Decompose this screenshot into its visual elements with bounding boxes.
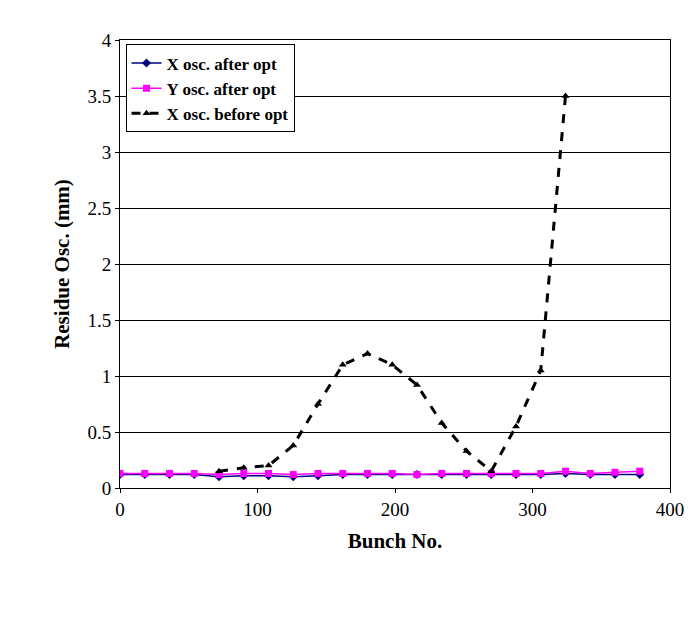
svg-text:Y osc. after opt: Y osc. after opt bbox=[167, 80, 277, 99]
svg-text:1.5: 1.5 bbox=[87, 310, 111, 331]
svg-text:Bunch No.: Bunch No. bbox=[348, 529, 443, 553]
svg-text:2.5: 2.5 bbox=[87, 198, 111, 219]
svg-text:1: 1 bbox=[102, 366, 112, 387]
svg-text:0: 0 bbox=[115, 499, 125, 520]
svg-text:0.5: 0.5 bbox=[87, 422, 111, 443]
svg-text:3: 3 bbox=[102, 142, 112, 163]
svg-text:Residue Osc. (mm): Residue Osc. (mm) bbox=[50, 179, 74, 349]
svg-text:200: 200 bbox=[381, 499, 410, 520]
svg-text:4: 4 bbox=[102, 30, 112, 51]
svg-text:3.5: 3.5 bbox=[87, 86, 111, 107]
svg-text:300: 300 bbox=[518, 499, 547, 520]
svg-text:0: 0 bbox=[102, 478, 112, 499]
svg-text:2: 2 bbox=[102, 254, 112, 275]
svg-text:X osc. after opt: X osc. after opt bbox=[167, 55, 277, 74]
svg-text:100: 100 bbox=[243, 499, 272, 520]
svg-text:400: 400 bbox=[656, 499, 685, 520]
svg-text:X osc. before opt: X osc. before opt bbox=[167, 105, 289, 124]
